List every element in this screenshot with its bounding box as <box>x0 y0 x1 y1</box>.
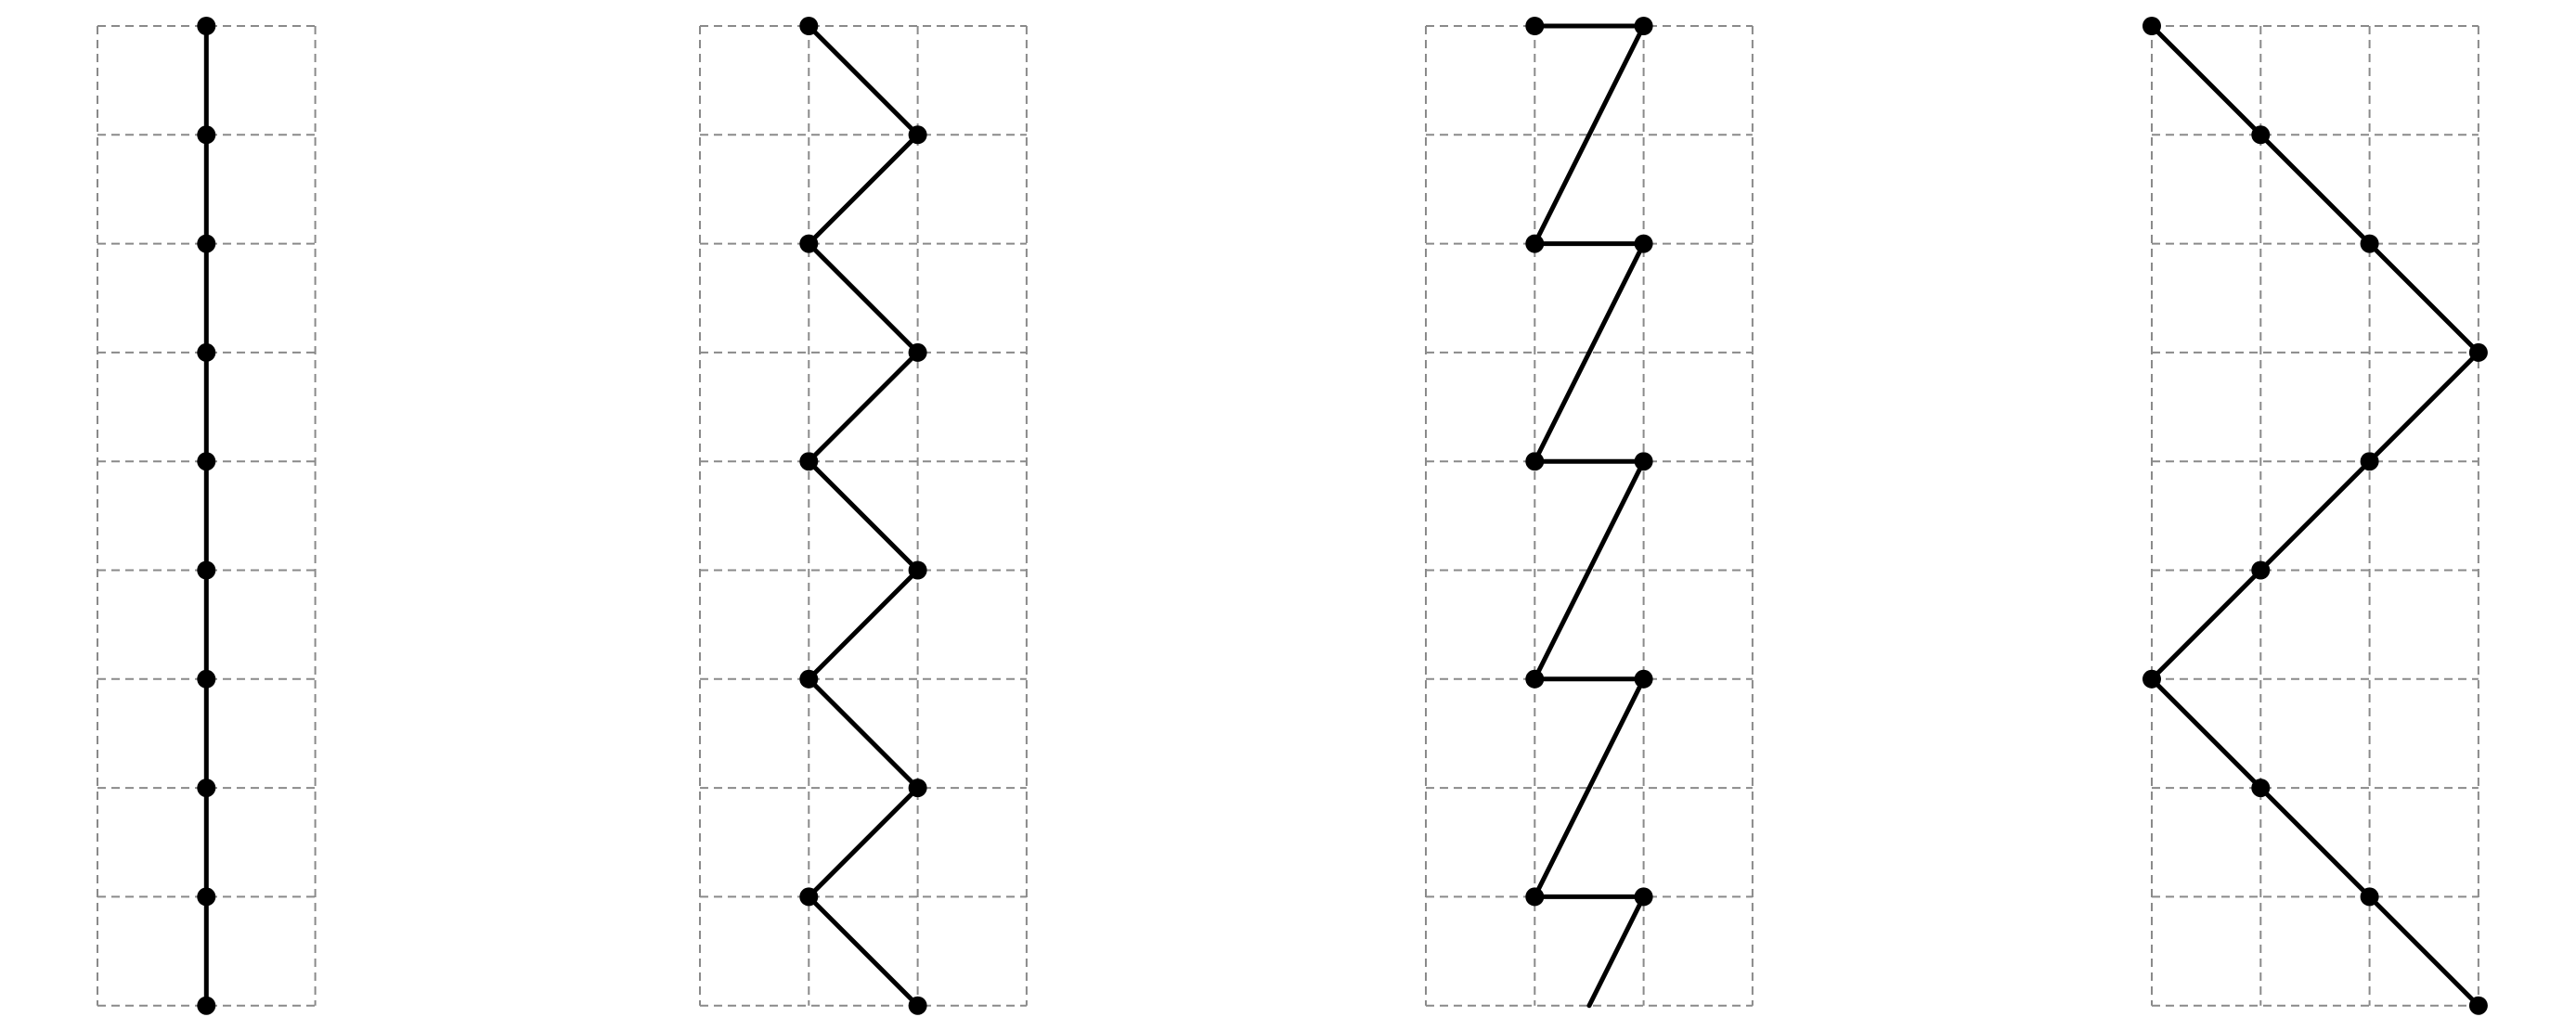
path-node <box>1634 669 1653 689</box>
path-node <box>197 452 216 471</box>
panel-z-shaped-path <box>1425 17 1754 1009</box>
path-segment <box>806 785 921 899</box>
path-segment <box>2367 350 2481 464</box>
path-node <box>2360 452 2379 471</box>
path-node <box>908 342 927 362</box>
path-node <box>197 779 216 798</box>
path-node <box>197 887 216 907</box>
path-node <box>2251 560 2271 580</box>
panel-straight-vertical-path <box>97 17 317 1015</box>
path-node <box>197 342 216 362</box>
path-node <box>799 234 819 253</box>
path-node <box>1634 887 1653 907</box>
path-node <box>908 996 927 1015</box>
path-node <box>2360 234 2379 253</box>
path-node <box>2251 125 2271 145</box>
path-segment <box>806 568 921 682</box>
path-node <box>1634 234 1653 253</box>
path-node <box>2142 17 2161 35</box>
path-node <box>2468 342 2488 362</box>
path-segment <box>806 241 921 355</box>
path-node <box>197 996 216 1015</box>
path-segment <box>2367 894 2481 1009</box>
path-segment <box>2258 458 2373 573</box>
path-node <box>1525 452 1545 471</box>
path-segment <box>806 132 921 247</box>
path-segment <box>1586 894 1647 1009</box>
path-node <box>908 779 927 798</box>
path-node <box>1525 234 1545 253</box>
path-node <box>908 125 927 145</box>
path-segment <box>1532 23 1647 247</box>
path-node <box>197 17 216 35</box>
path-segment <box>806 458 921 573</box>
path-segment <box>806 894 921 1009</box>
path-node <box>799 17 819 35</box>
path-segment <box>2258 132 2373 247</box>
path-segment <box>2149 23 2263 137</box>
path-node <box>1525 887 1545 907</box>
path-segment <box>806 676 921 791</box>
path-segment <box>1532 676 1647 899</box>
path-node <box>2468 996 2488 1015</box>
path-node <box>2251 779 2271 798</box>
panel-wide-zigzag-path <box>2142 17 2488 1015</box>
path-node <box>2142 669 2161 689</box>
path-node <box>1634 452 1653 471</box>
path-node <box>2360 887 2379 907</box>
path-node <box>1525 669 1545 689</box>
path-node <box>197 560 216 580</box>
path-node <box>197 125 216 145</box>
path-segment <box>806 350 921 464</box>
path-node <box>1525 17 1545 35</box>
path-segment <box>806 23 921 137</box>
path-node <box>197 234 216 253</box>
path-segment <box>1532 241 1647 464</box>
path-segment <box>2258 785 2373 899</box>
path-node <box>1634 17 1653 35</box>
path-segment <box>1532 458 1647 682</box>
path-node <box>908 560 927 580</box>
path-segment <box>2149 676 2263 791</box>
path-node <box>799 887 819 907</box>
path-node <box>799 669 819 689</box>
path-node <box>799 452 819 471</box>
panel-zigzag-path <box>699 17 1028 1015</box>
path-segment <box>2367 241 2481 355</box>
path-segment <box>2149 568 2263 682</box>
path-node <box>197 669 216 689</box>
